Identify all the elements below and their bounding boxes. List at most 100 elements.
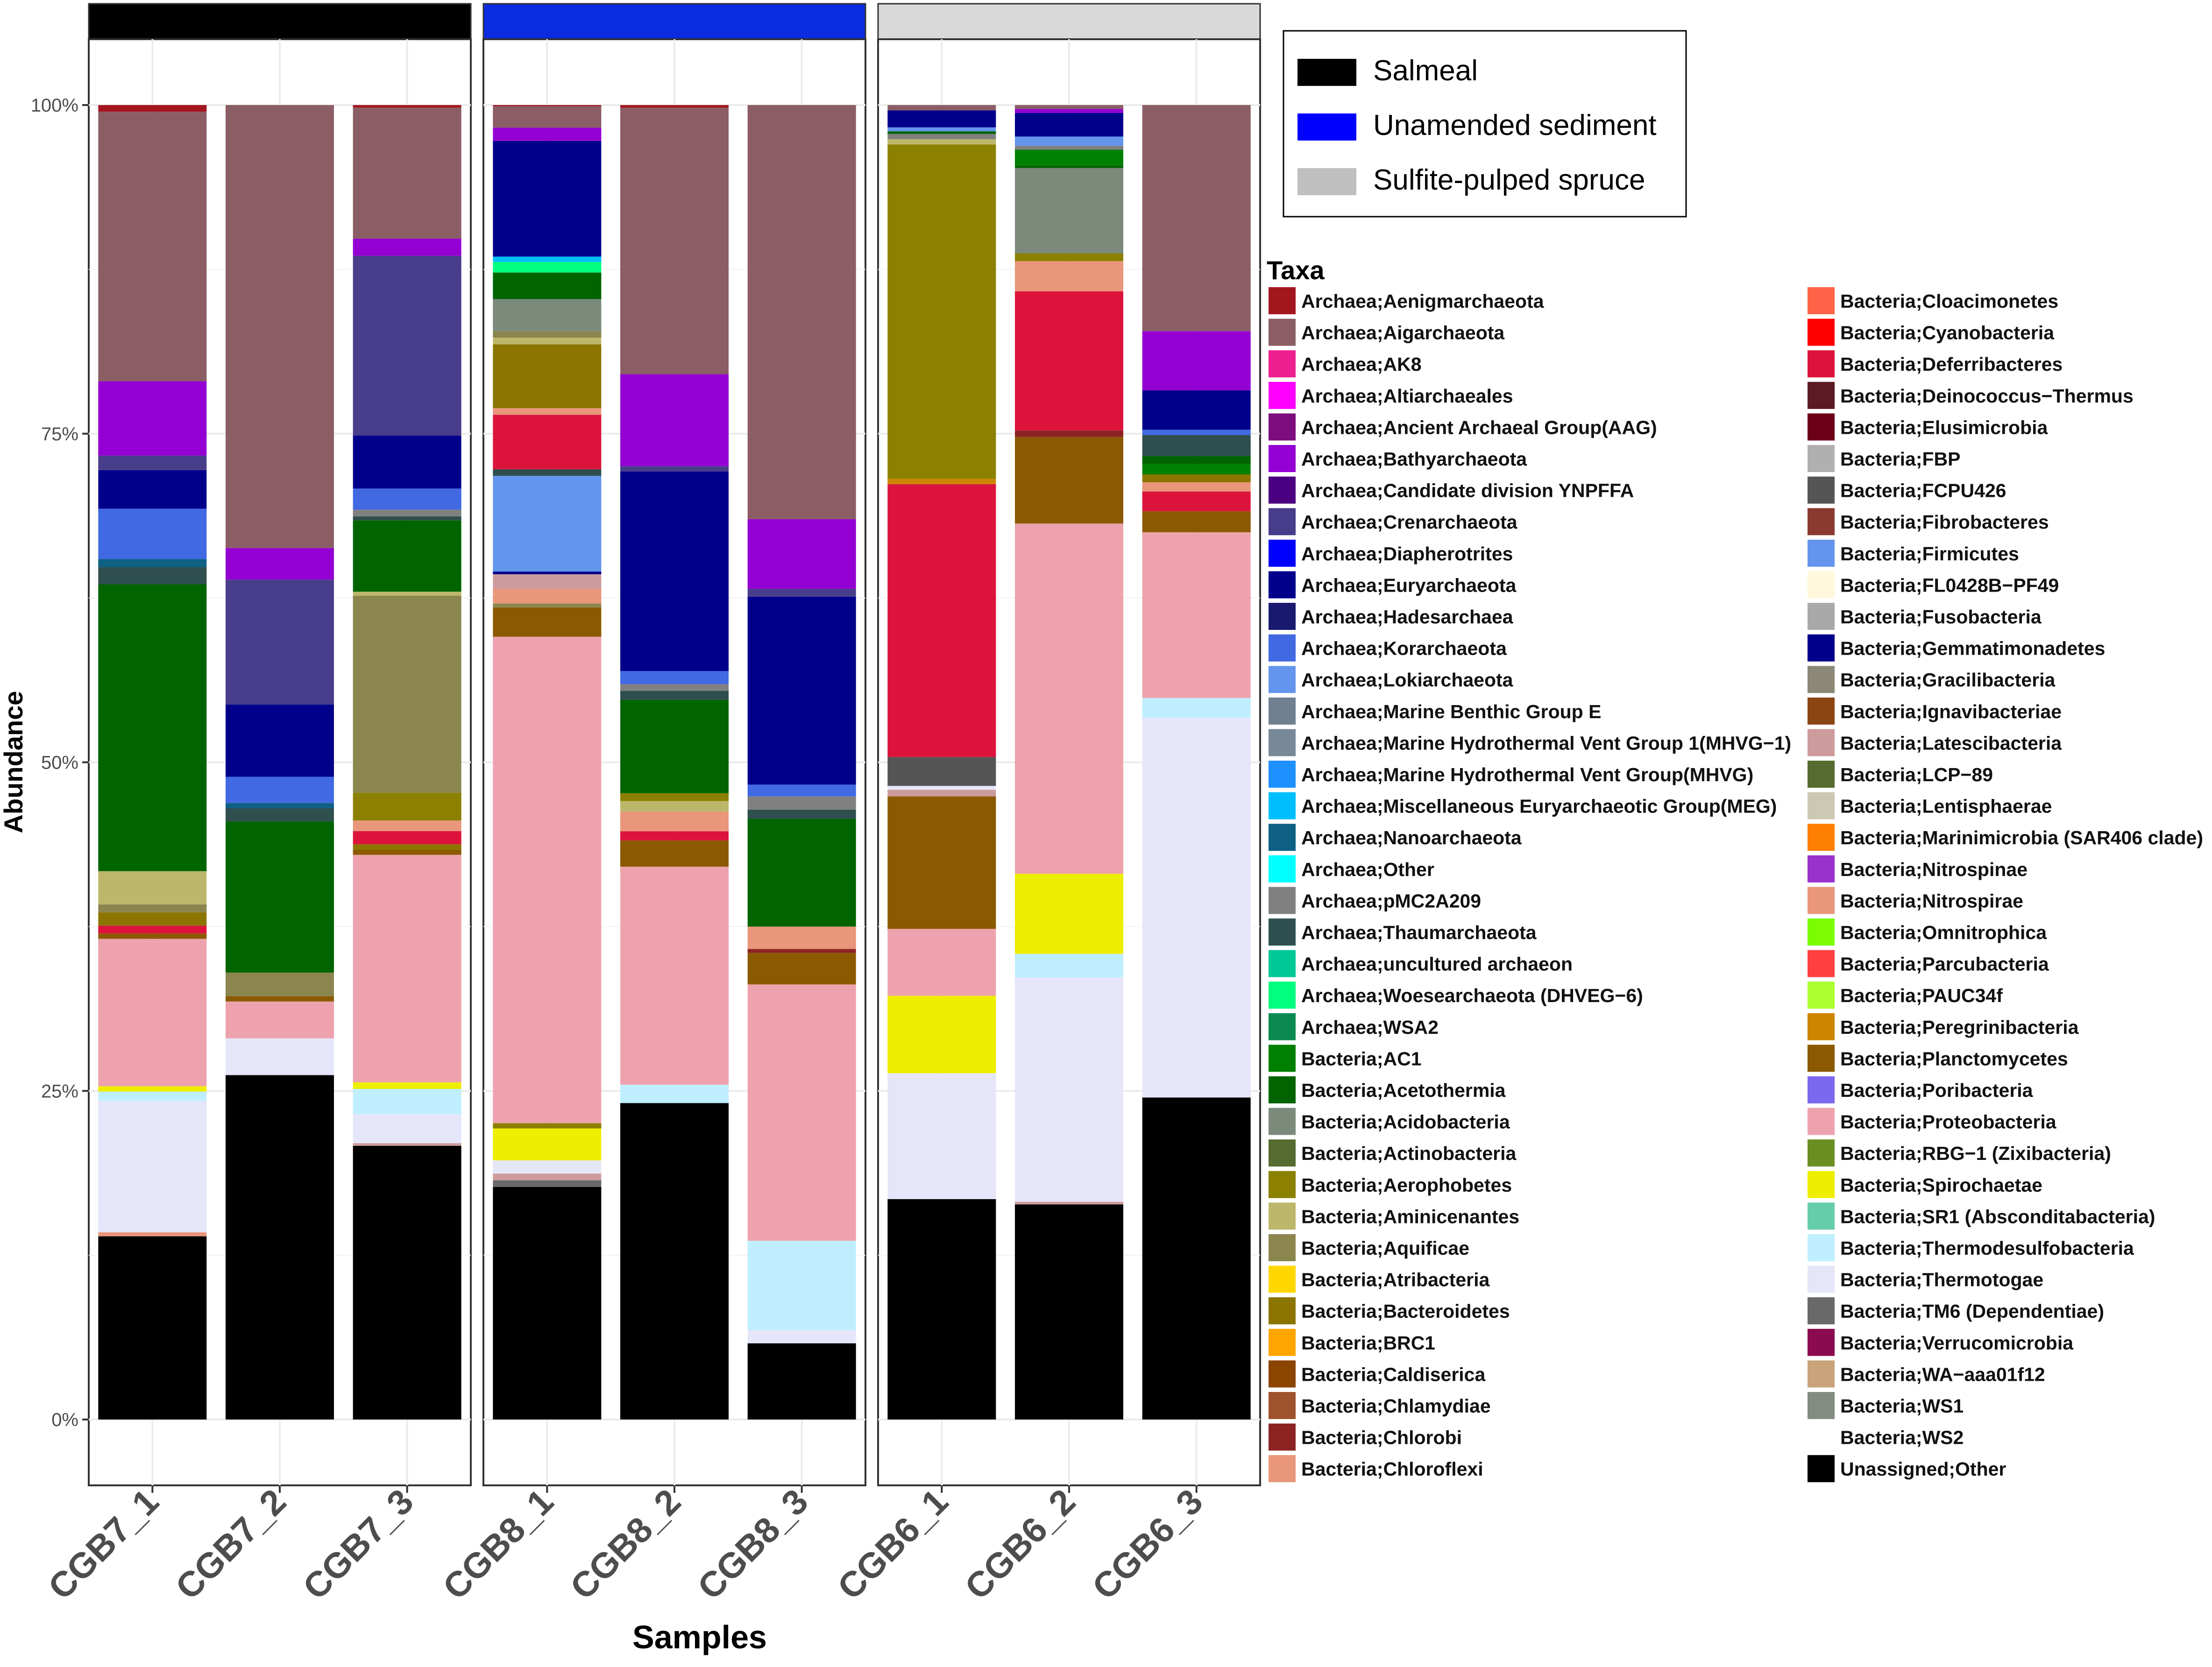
taxa-legend-label: Bacteria;WS1 — [1840, 1395, 1964, 1417]
taxa-legend-label: Archaea;Marine Benthic Group E — [1301, 701, 1601, 722]
taxa-legend-key — [1808, 634, 1835, 662]
bar-segment — [98, 381, 207, 456]
bar-segment — [1015, 977, 1123, 1202]
bar-segment — [493, 1173, 602, 1180]
bar-segment — [1142, 511, 1251, 532]
bar-segment — [493, 127, 602, 141]
taxa-legend-key — [1808, 1265, 1835, 1293]
taxa-legend-label: Archaea;Thaumarchaeota — [1301, 922, 1537, 943]
bar-segment — [353, 516, 461, 521]
taxa-legend-key — [1808, 445, 1835, 472]
taxa-legend-label: Unassigned;Other — [1840, 1458, 2006, 1480]
bar-segment — [887, 1073, 996, 1200]
bar-segment — [887, 929, 996, 996]
bar-segment — [493, 603, 602, 607]
taxa-legend-key — [1269, 476, 1296, 504]
bar-segment — [493, 572, 602, 574]
taxa-legend-key — [1808, 824, 1835, 851]
y-tick-label: 25% — [41, 1081, 78, 1102]
taxa-legend-key — [1808, 1013, 1835, 1040]
taxa-legend-label: Bacteria;FL0428B−PF49 — [1840, 574, 2059, 596]
bar-segment — [620, 471, 729, 671]
bar-segment — [98, 470, 207, 509]
taxa-legend-key — [1269, 729, 1296, 756]
taxa-legend-key — [1808, 1297, 1835, 1325]
bar-segment — [493, 272, 602, 299]
taxa-legend-label: Bacteria;Thermodesulfobacteria — [1840, 1237, 2134, 1259]
taxa-legend-key — [1808, 1171, 1835, 1198]
taxa-legend-key — [1269, 350, 1296, 378]
x-tick-label: CGB8_1 — [435, 1482, 561, 1607]
bar-segment — [353, 107, 461, 239]
bar-segment — [226, 1038, 334, 1075]
facet-strip-1 — [88, 3, 472, 40]
taxa-legend-key — [1808, 1076, 1835, 1103]
bar-segment — [887, 134, 996, 140]
taxa-legend-key — [1808, 982, 1835, 1009]
taxa-legend-label: Bacteria;Elusimicrobia — [1840, 417, 2049, 438]
taxa-legend-label: Archaea;Nanoarchaeota — [1301, 827, 1522, 848]
bar-segment — [887, 110, 996, 127]
taxa-legend-key — [1808, 1234, 1835, 1261]
taxa-legend-label: Bacteria;Deferribacteres — [1840, 353, 2063, 375]
taxa-legend-label: Bacteria;Planctomycetes — [1840, 1048, 2068, 1069]
bar-segment — [747, 105, 856, 519]
bar-segment — [226, 1075, 334, 1420]
taxa-legend-label: Archaea;Marine Hydrothermal Vent Group(M… — [1301, 764, 1753, 785]
taxa-legend-key — [1269, 1171, 1296, 1198]
bar-segment — [887, 796, 996, 929]
taxa-legend-key — [1269, 887, 1296, 914]
taxa-legend-key — [1269, 571, 1296, 599]
taxa-legend-key — [1269, 1013, 1296, 1040]
bar-segment — [1142, 717, 1251, 1098]
bar-segment — [98, 1091, 207, 1101]
taxa-legend-label: Bacteria;Chlamydiae — [1301, 1395, 1491, 1417]
taxa-legend-label: Archaea;Candidate division YNPFFA — [1301, 480, 1634, 502]
bar-segment — [353, 1089, 461, 1114]
taxa-legend-label: Bacteria;Acetothermia — [1301, 1080, 1506, 1101]
taxa-legend-label: Bacteria;Firmicutes — [1840, 543, 2019, 565]
taxa-legend-key — [1269, 539, 1296, 567]
bar-segment — [747, 1330, 856, 1343]
bar-segment — [620, 107, 729, 374]
bar-segment — [98, 1101, 207, 1233]
taxa-legend-label: Bacteria;Bacteroidetes — [1301, 1300, 1510, 1322]
taxa-legend-key — [1808, 1360, 1835, 1388]
x-tick-label: CGB7_1 — [41, 1482, 166, 1607]
bar-segment — [226, 777, 334, 803]
bar-segment — [747, 796, 856, 810]
taxa-legend-key — [1808, 729, 1835, 756]
taxa-legend-label: Archaea;WSA2 — [1301, 1017, 1439, 1038]
bar-segment — [1015, 954, 1123, 978]
taxa-legend-key — [1269, 950, 1296, 977]
bar-segment — [493, 476, 602, 572]
taxa-legend-label: Bacteria;PAUC34f — [1840, 985, 2003, 1006]
bar-segment — [493, 299, 602, 331]
bar-segment — [493, 469, 602, 476]
bar-segment — [1015, 113, 1123, 137]
bar-segment — [887, 131, 996, 134]
group-legend-label: Salmeal — [1373, 55, 1478, 87]
taxa-legend-label: Bacteria;Fusobacteria — [1840, 606, 2042, 628]
taxa-legend-key — [1269, 761, 1296, 788]
taxa-legend-key — [1808, 792, 1835, 819]
bar-segment — [353, 849, 461, 855]
taxa-legend-label: Bacteria;FBP — [1840, 448, 1960, 470]
bar-segment — [493, 636, 602, 1123]
taxa-legend-key — [1808, 508, 1835, 536]
bar-segment — [1015, 168, 1123, 254]
taxa-legend-label: Bacteria;BRC1 — [1301, 1332, 1435, 1354]
taxa-legend-key — [1269, 634, 1296, 662]
taxa-legend-label: Bacteria;Nitrospirae — [1840, 890, 2023, 911]
taxa-legend-label: Bacteria;Gemmatimonadetes — [1840, 638, 2105, 659]
taxa-legend-label: Archaea;Altiarchaeales — [1301, 385, 1513, 407]
taxa-legend-key — [1269, 918, 1296, 946]
facet-strip-2 — [482, 3, 866, 40]
x-tick-label: CGB7_3 — [296, 1482, 421, 1607]
bar-segment — [1015, 149, 1123, 166]
taxa-legend-label: Bacteria;Thermotogae — [1840, 1269, 2043, 1291]
taxa-legend-key — [1269, 824, 1296, 851]
bar-segment — [493, 1123, 602, 1129]
taxa-legend-key — [1269, 318, 1296, 346]
